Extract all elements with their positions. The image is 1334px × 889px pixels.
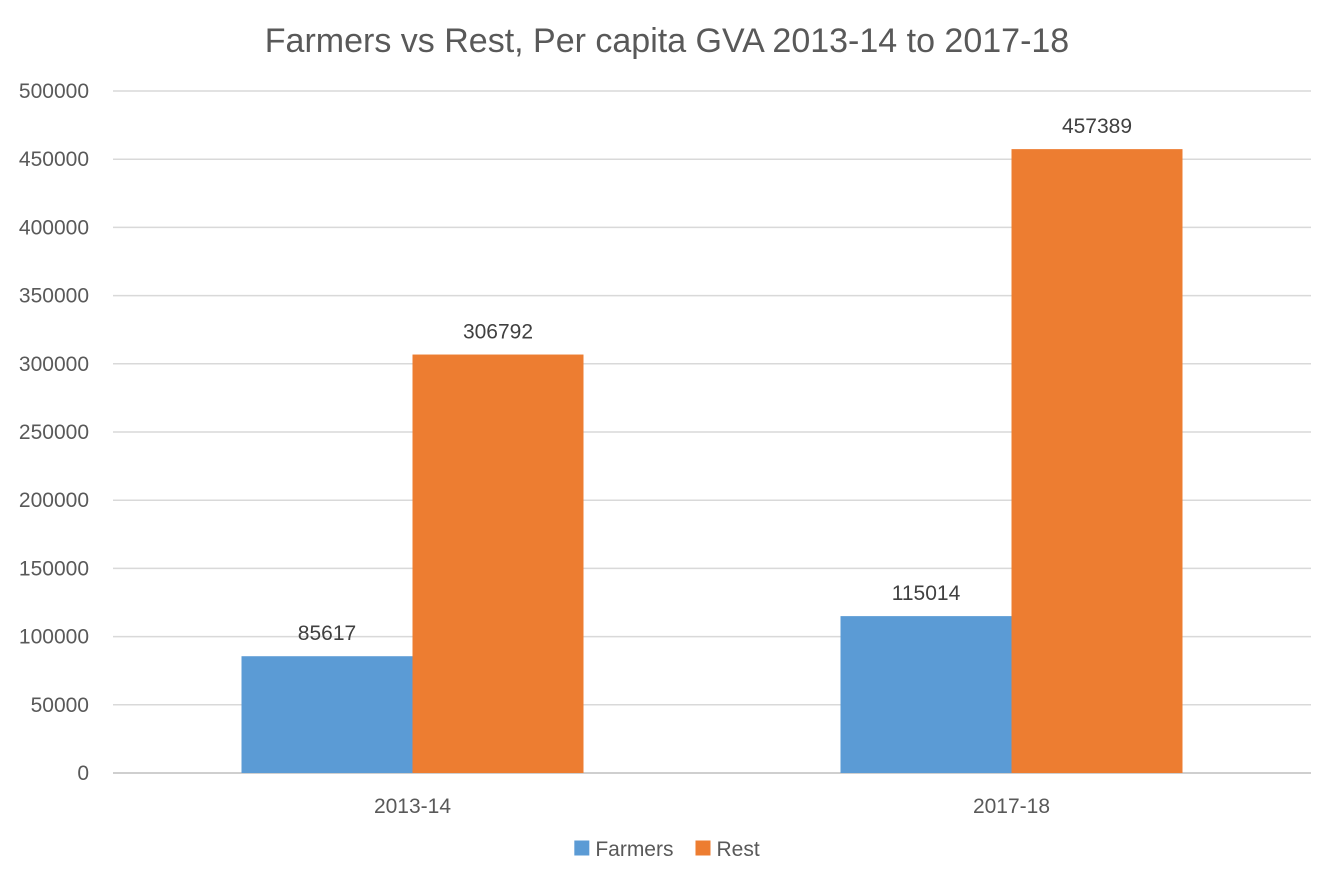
y-tick-label: 350000: [19, 285, 89, 308]
data-label: 306792: [463, 321, 533, 344]
bar-farmers-2017-18: [840, 616, 1012, 773]
y-axis-tick-labels: 0 50000 100000 150000 200000 250000 300000 3500…: [19, 80, 89, 785]
y-tick-label: 400000: [19, 216, 89, 239]
x-category-label: 2013-14: [374, 795, 451, 818]
bar-rest-2013-14: [412, 354, 584, 773]
legend: Farmers Rest: [574, 838, 760, 861]
chart-title: Farmers vs Rest, Per capita GVA 2013-14 …: [265, 22, 1069, 60]
data-labels: 85617 306792 115014 457389: [298, 115, 1132, 645]
y-tick-label: 300000: [19, 353, 89, 376]
legend-item-rest: Rest: [695, 838, 760, 861]
data-label: 457389: [1062, 115, 1132, 138]
y-tick-label: 250000: [19, 421, 89, 444]
y-tick-label: 100000: [19, 626, 89, 649]
legend-swatch: [695, 840, 711, 856]
x-category-label: 2017-18: [973, 795, 1050, 818]
bar-farmers-2013-14: [241, 656, 413, 773]
legend-label: Farmers: [595, 838, 673, 861]
y-tick-label: 50000: [31, 694, 89, 717]
y-tick-label: 150000: [19, 557, 89, 580]
legend-swatch: [574, 840, 590, 856]
bars: [241, 149, 1183, 773]
y-tick-label: 0: [77, 762, 89, 785]
y-tick-label: 450000: [19, 148, 89, 171]
legend-item-farmers: Farmers: [574, 838, 673, 861]
x-axis-category-labels: 2013-14 2017-18: [374, 795, 1050, 818]
data-label: 85617: [298, 622, 356, 645]
y-tick-label: 200000: [19, 489, 89, 512]
legend-label: Rest: [716, 838, 759, 861]
y-tick-label: 500000: [19, 80, 89, 103]
data-label: 115014: [892, 582, 961, 605]
bar-rest-2017-18: [1011, 149, 1183, 773]
